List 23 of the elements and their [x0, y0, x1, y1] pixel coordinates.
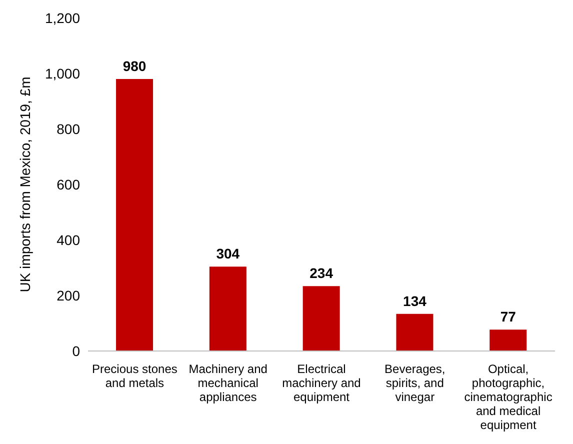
data-label: 980 — [122, 58, 146, 74]
y-tick-label: 1,200 — [44, 10, 80, 26]
y-tick-label: 1,000 — [44, 65, 80, 82]
data-label: 134 — [403, 292, 427, 309]
x-tick-label: Machinery and mechanical appliances — [188, 362, 268, 404]
x-tick-label: Beverages, spirits, and vinegar — [384, 362, 446, 404]
x-tick-label: Precious stones and metals — [92, 362, 178, 390]
bar — [490, 330, 527, 351]
data-label: 304 — [216, 246, 240, 262]
y-axis-title: UK imports from Mexico, 2019, £m — [16, 76, 33, 292]
bar — [396, 314, 434, 351]
y-tick-label: 0 — [72, 342, 80, 359]
y-tick-label: 800 — [56, 120, 80, 137]
x-tick-label: Electrical machinery and equipment — [282, 362, 361, 404]
bar — [302, 286, 340, 351]
y-tick-label: 400 — [56, 232, 80, 248]
y-tick-label: 200 — [56, 287, 80, 304]
bar — [116, 79, 154, 351]
y-tick-label: 600 — [56, 176, 80, 192]
data-label: 77 — [500, 308, 516, 325]
x-tick-label: Optical, photographic, cinematographic and medical equipment — [464, 362, 552, 432]
bar — [209, 266, 246, 351]
data-label: 234 — [310, 265, 334, 282]
